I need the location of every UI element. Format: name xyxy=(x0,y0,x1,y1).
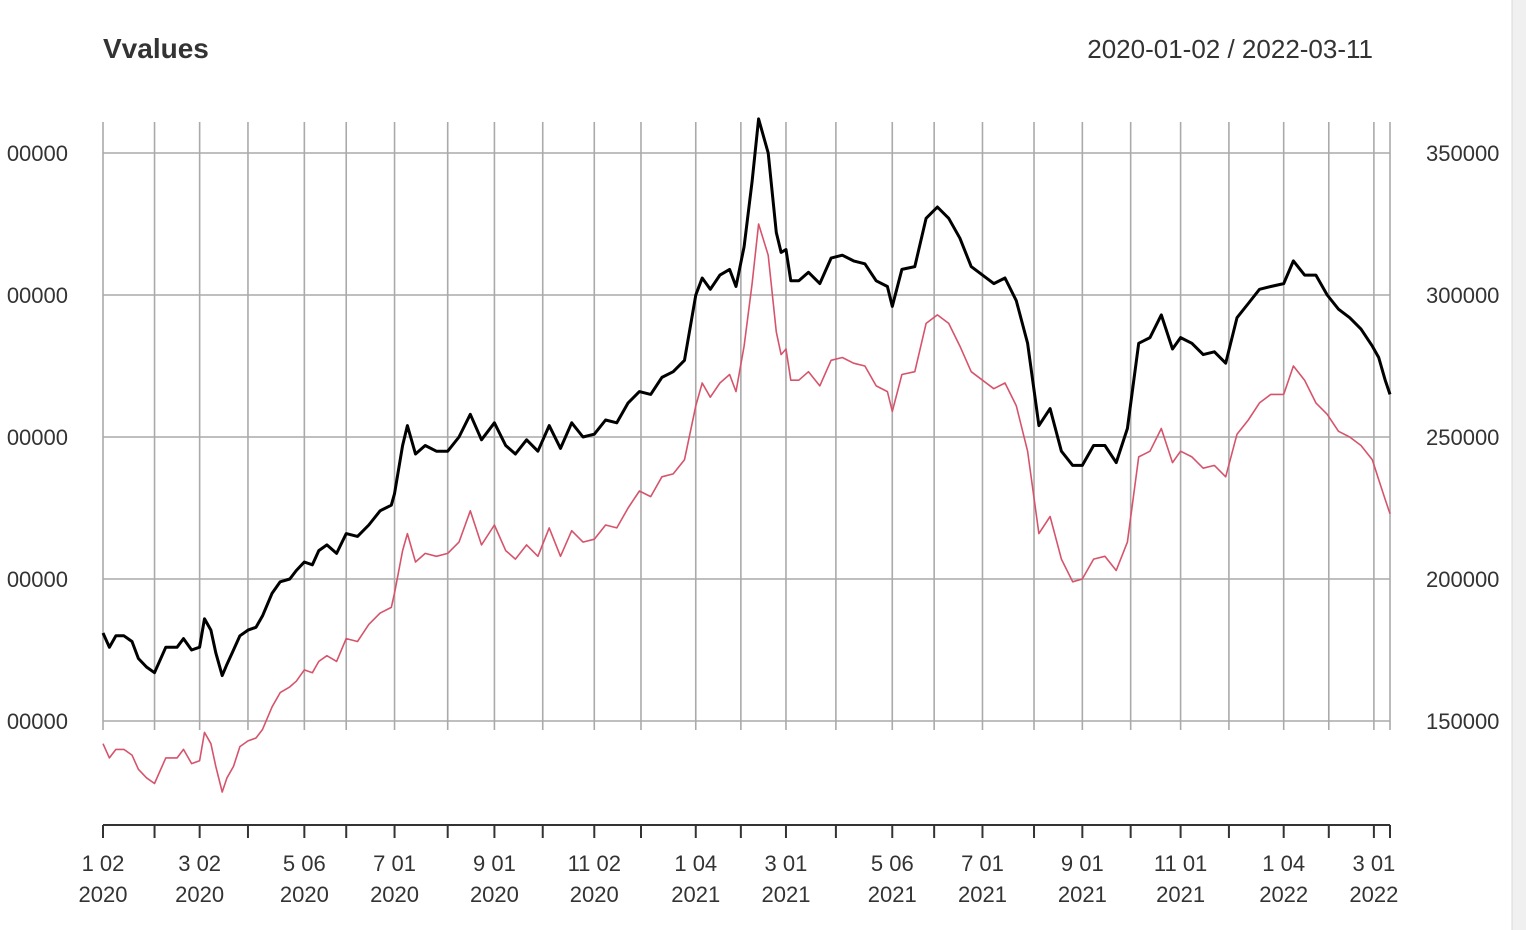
y-tick-label-left: 00000 xyxy=(7,141,68,166)
scrollbar-track[interactable] xyxy=(1512,0,1526,930)
y-tick-label-left: 00000 xyxy=(7,283,68,308)
x-tick-label-year: 2020 xyxy=(175,882,224,907)
x-tick-label-year: 2021 xyxy=(1058,882,1107,907)
y-axis-labels: 00000 350000 00000 300000 00000 250000 00000 20… xyxy=(7,141,1500,734)
x-tick-label-date: 11 02 xyxy=(568,851,621,876)
y-tick-label-right: 300000 xyxy=(1426,283,1499,308)
x-tick-label-year: 2020 xyxy=(280,882,329,907)
x-tick-label-year: 2021 xyxy=(1156,882,1205,907)
x-tick-label-date: 1 02 xyxy=(82,851,125,876)
x-tick-label-date: 7 01 xyxy=(373,851,416,876)
x-tick-label-date: 3 02 xyxy=(178,851,221,876)
x-tick-label-year: 2021 xyxy=(671,882,720,907)
x-tick-label-date: 5 06 xyxy=(283,851,326,876)
x-tick-label-date: 1 04 xyxy=(1262,851,1305,876)
x-tick-label-date: 7 01 xyxy=(961,851,1004,876)
x-tick-label-year: 2020 xyxy=(470,882,519,907)
x-axis: 1 02 2020 3 02 2020 5 06 2020 7 01 2020 9 01 2020… xyxy=(79,824,1398,907)
x-tick-label-year: 2022 xyxy=(1349,882,1398,907)
x-tick-label-date: 11 01 xyxy=(1154,851,1207,876)
y-tick-label-right: 250000 xyxy=(1426,425,1499,450)
x-tick-label-date: 5 06 xyxy=(871,851,914,876)
date-range-label: 2020-01-02 / 2022-03-11 xyxy=(1087,34,1373,64)
x-tick-label-year: 2022 xyxy=(1259,882,1308,907)
y-tick-label-right: 350000 xyxy=(1426,141,1499,166)
x-tick-label-date: 9 01 xyxy=(473,851,516,876)
y-tick-label-right: 200000 xyxy=(1426,567,1499,592)
y-tick-label-right: 150000 xyxy=(1426,709,1499,734)
x-tick-label-year: 2020 xyxy=(370,882,419,907)
series-line-black xyxy=(101,117,1392,678)
series-line-red xyxy=(102,223,1391,793)
y-tick-label-left: 00000 xyxy=(7,709,68,734)
x-tick-label-year: 2021 xyxy=(761,882,810,907)
y-tick-label-left: 00000 xyxy=(7,567,68,592)
x-tick-label-year: 2020 xyxy=(570,882,619,907)
series-lines xyxy=(101,117,1392,793)
chart-title: Vvalues xyxy=(103,33,209,64)
x-tick-label-year: 2021 xyxy=(958,882,1007,907)
x-tick-label-date: 3 01 xyxy=(765,851,808,876)
x-tick-label-year: 2020 xyxy=(79,882,128,907)
x-tick-label-date: 9 01 xyxy=(1061,851,1104,876)
x-tick-label-year: 2021 xyxy=(868,882,917,907)
x-tick-label-date: 1 04 xyxy=(674,851,717,876)
y-tick-label-left: 00000 xyxy=(7,425,68,450)
x-tick-label-date: 3 01 xyxy=(1352,851,1395,876)
